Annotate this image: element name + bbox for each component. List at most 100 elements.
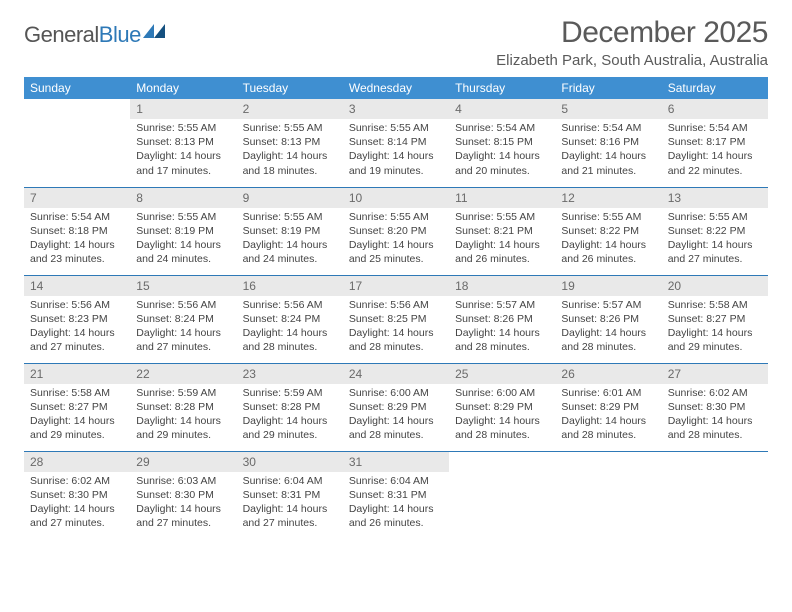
calendar-day-cell: 22Sunrise: 5:59 AMSunset: 8:28 PMDayligh… [130, 363, 236, 451]
daylight-text: Daylight: 14 hours and 23 minutes. [30, 238, 124, 266]
sunrise-text: Sunrise: 5:55 AM [243, 210, 337, 224]
calendar-day-cell: 25Sunrise: 6:00 AMSunset: 8:29 PMDayligh… [449, 363, 555, 451]
calendar-day-cell: 29Sunrise: 6:03 AMSunset: 8:30 PMDayligh… [130, 451, 236, 539]
brand-mark-icon [143, 24, 165, 38]
sunset-text: Sunset: 8:31 PM [349, 488, 443, 502]
sunset-text: Sunset: 8:14 PM [349, 135, 443, 149]
calendar-day-cell: 26Sunrise: 6:01 AMSunset: 8:29 PMDayligh… [555, 363, 661, 451]
sunrise-text: Sunrise: 5:56 AM [349, 298, 443, 312]
sunrise-text: Sunrise: 5:56 AM [136, 298, 230, 312]
sunrise-text: Sunrise: 6:02 AM [30, 474, 124, 488]
sunrise-text: Sunrise: 5:59 AM [136, 386, 230, 400]
day-info: Sunrise: 5:54 AMSunset: 8:15 PMDaylight:… [449, 119, 555, 182]
calendar-week-row: 1Sunrise: 5:55 AMSunset: 8:13 PMDaylight… [24, 99, 768, 187]
weekday-header: Saturday [662, 77, 768, 99]
weekday-header: Tuesday [237, 77, 343, 99]
sunset-text: Sunset: 8:26 PM [561, 312, 655, 326]
sunset-text: Sunset: 8:19 PM [136, 224, 230, 238]
daylight-text: Daylight: 14 hours and 28 minutes. [561, 326, 655, 354]
sunset-text: Sunset: 8:29 PM [349, 400, 443, 414]
sunrise-text: Sunrise: 5:55 AM [136, 210, 230, 224]
calendar-day-cell: 21Sunrise: 5:58 AMSunset: 8:27 PMDayligh… [24, 363, 130, 451]
day-info: Sunrise: 5:55 AMSunset: 8:21 PMDaylight:… [449, 208, 555, 271]
day-info: Sunrise: 6:03 AMSunset: 8:30 PMDaylight:… [130, 472, 236, 535]
sunrise-text: Sunrise: 5:55 AM [455, 210, 549, 224]
day-info: Sunrise: 6:00 AMSunset: 8:29 PMDaylight:… [343, 384, 449, 447]
day-info: Sunrise: 5:57 AMSunset: 8:26 PMDaylight:… [555, 296, 661, 359]
daylight-text: Daylight: 14 hours and 28 minutes. [668, 414, 762, 442]
daylight-text: Daylight: 14 hours and 26 minutes. [349, 502, 443, 530]
sunrise-text: Sunrise: 5:56 AM [243, 298, 337, 312]
day-number: 26 [555, 364, 661, 384]
sunset-text: Sunset: 8:22 PM [561, 224, 655, 238]
sunset-text: Sunset: 8:23 PM [30, 312, 124, 326]
day-number: 9 [237, 188, 343, 208]
daylight-text: Daylight: 14 hours and 29 minutes. [136, 414, 230, 442]
daylight-text: Daylight: 14 hours and 20 minutes. [455, 149, 549, 177]
day-info: Sunrise: 5:55 AMSunset: 8:19 PMDaylight:… [130, 208, 236, 271]
sunset-text: Sunset: 8:22 PM [668, 224, 762, 238]
sunrise-text: Sunrise: 5:54 AM [561, 121, 655, 135]
daylight-text: Daylight: 14 hours and 28 minutes. [349, 326, 443, 354]
day-number: 21 [24, 364, 130, 384]
day-info: Sunrise: 6:02 AMSunset: 8:30 PMDaylight:… [662, 384, 768, 447]
weekday-header: Sunday [24, 77, 130, 99]
day-info: Sunrise: 5:55 AMSunset: 8:22 PMDaylight:… [555, 208, 661, 271]
weekday-header: Thursday [449, 77, 555, 99]
day-info: Sunrise: 5:55 AMSunset: 8:13 PMDaylight:… [130, 119, 236, 182]
sunrise-text: Sunrise: 5:57 AM [455, 298, 549, 312]
calendar-week-row: 21Sunrise: 5:58 AMSunset: 8:27 PMDayligh… [24, 363, 768, 451]
sunset-text: Sunset: 8:16 PM [561, 135, 655, 149]
day-info: Sunrise: 5:58 AMSunset: 8:27 PMDaylight:… [24, 384, 130, 447]
sunset-text: Sunset: 8:13 PM [136, 135, 230, 149]
sunset-text: Sunset: 8:29 PM [561, 400, 655, 414]
daylight-text: Daylight: 14 hours and 28 minutes. [243, 326, 337, 354]
sunset-text: Sunset: 8:18 PM [30, 224, 124, 238]
day-number: 3 [343, 99, 449, 119]
day-number: 29 [130, 452, 236, 472]
day-number: 16 [237, 276, 343, 296]
day-info: Sunrise: 5:56 AMSunset: 8:23 PMDaylight:… [24, 296, 130, 359]
calendar-day-cell: 5Sunrise: 5:54 AMSunset: 8:16 PMDaylight… [555, 99, 661, 187]
day-number: 10 [343, 188, 449, 208]
sunrise-text: Sunrise: 5:58 AM [668, 298, 762, 312]
day-number: 27 [662, 364, 768, 384]
day-info: Sunrise: 5:56 AMSunset: 8:24 PMDaylight:… [237, 296, 343, 359]
sunset-text: Sunset: 8:30 PM [668, 400, 762, 414]
sunset-text: Sunset: 8:13 PM [243, 135, 337, 149]
day-number: 12 [555, 188, 661, 208]
day-number: 24 [343, 364, 449, 384]
daylight-text: Daylight: 14 hours and 22 minutes. [668, 149, 762, 177]
sunset-text: Sunset: 8:24 PM [243, 312, 337, 326]
brand-text-2: Blue [99, 22, 141, 47]
day-number: 23 [237, 364, 343, 384]
day-number: 4 [449, 99, 555, 119]
sunrise-text: Sunrise: 5:54 AM [668, 121, 762, 135]
calendar-day-cell: 3Sunrise: 5:55 AMSunset: 8:14 PMDaylight… [343, 99, 449, 187]
daylight-text: Daylight: 14 hours and 18 minutes. [243, 149, 337, 177]
daylight-text: Daylight: 14 hours and 17 minutes. [136, 149, 230, 177]
sunrise-text: Sunrise: 5:55 AM [668, 210, 762, 224]
day-info: Sunrise: 5:57 AMSunset: 8:26 PMDaylight:… [449, 296, 555, 359]
daylight-text: Daylight: 14 hours and 27 minutes. [243, 502, 337, 530]
day-info: Sunrise: 5:54 AMSunset: 8:16 PMDaylight:… [555, 119, 661, 182]
calendar-day-cell: 23Sunrise: 5:59 AMSunset: 8:28 PMDayligh… [237, 363, 343, 451]
day-number: 19 [555, 276, 661, 296]
title-block: December 2025 Elizabeth Park, South Aust… [496, 16, 768, 69]
calendar-day-cell: 15Sunrise: 5:56 AMSunset: 8:24 PMDayligh… [130, 275, 236, 363]
calendar-day-cell: 8Sunrise: 5:55 AMSunset: 8:19 PMDaylight… [130, 187, 236, 275]
sunset-text: Sunset: 8:27 PM [668, 312, 762, 326]
day-info: Sunrise: 5:58 AMSunset: 8:27 PMDaylight:… [662, 296, 768, 359]
day-number: 31 [343, 452, 449, 472]
day-info: Sunrise: 5:54 AMSunset: 8:17 PMDaylight:… [662, 119, 768, 182]
calendar-day-cell: 30Sunrise: 6:04 AMSunset: 8:31 PMDayligh… [237, 451, 343, 539]
sunset-text: Sunset: 8:25 PM [349, 312, 443, 326]
location-subtitle: Elizabeth Park, South Australia, Austral… [496, 52, 768, 69]
day-number: 22 [130, 364, 236, 384]
calendar-day-cell: 14Sunrise: 5:56 AMSunset: 8:23 PMDayligh… [24, 275, 130, 363]
sunset-text: Sunset: 8:30 PM [136, 488, 230, 502]
sunset-text: Sunset: 8:31 PM [243, 488, 337, 502]
calendar-day-cell: 18Sunrise: 5:57 AMSunset: 8:26 PMDayligh… [449, 275, 555, 363]
daylight-text: Daylight: 14 hours and 26 minutes. [561, 238, 655, 266]
sunrise-text: Sunrise: 5:55 AM [561, 210, 655, 224]
